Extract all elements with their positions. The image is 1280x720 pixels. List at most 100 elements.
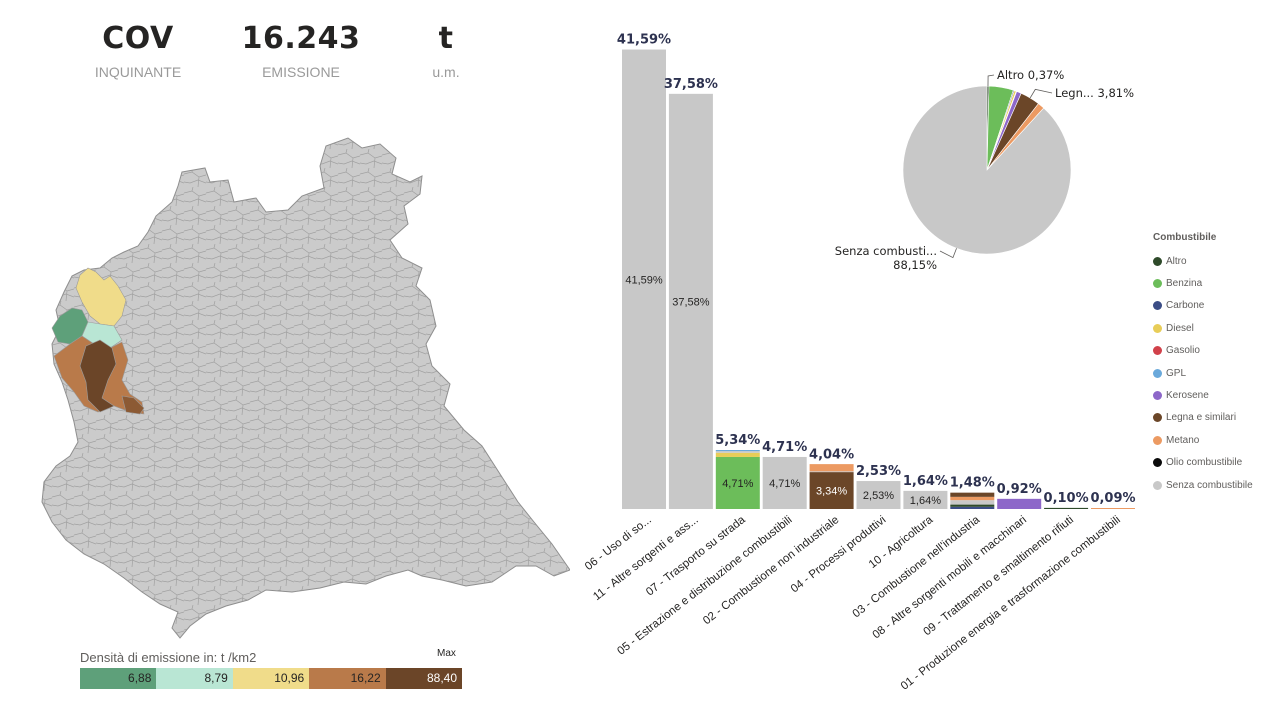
legend-label: Olio combustibile xyxy=(1166,457,1243,469)
bar-segment[interactable] xyxy=(809,471,854,473)
pie-leader-line xyxy=(1029,88,1053,99)
bar-segment[interactable] xyxy=(715,450,760,452)
bar-segment[interactable] xyxy=(950,506,995,509)
legend-item[interactable]: Benzina xyxy=(1153,272,1253,294)
bar-segment[interactable] xyxy=(950,492,995,497)
scale-bin-4: 16,22 xyxy=(309,668,386,689)
legend-item[interactable]: Olio combustibile xyxy=(1153,452,1253,474)
pie-annotation: Senza combusti... xyxy=(835,244,937,258)
category-label: 01 - Produzione energia e trasformazione… xyxy=(899,514,1123,693)
category-label: 04 - Processi produttivi xyxy=(789,514,889,595)
bar-segment[interactable] xyxy=(950,500,995,505)
bar-segment[interactable] xyxy=(950,504,995,507)
legend-swatch xyxy=(1153,458,1162,468)
kpi-value: 16.243 xyxy=(241,21,361,56)
bar-segment-label: 2,53% xyxy=(863,490,894,502)
kpi-value: t xyxy=(438,21,454,56)
scale-bin-5: 88,40 xyxy=(385,668,463,689)
kpi-label: u.m. xyxy=(432,64,460,80)
bar-total-label: 37,58% xyxy=(664,77,718,92)
map-legend-title: Densità di emissione in: t /km2 xyxy=(80,650,257,665)
bar-segment-label: 1,64% xyxy=(910,495,941,507)
bar-segment[interactable] xyxy=(715,456,760,509)
kpi-inquinante: COV INQUINANTE xyxy=(58,18,218,80)
bar-total-label: 0,92% xyxy=(997,482,1042,497)
legend-label: GPL xyxy=(1166,367,1187,379)
pie-slice[interactable] xyxy=(902,85,1072,255)
bar-total-label: 41,59% xyxy=(617,33,671,48)
bar-total-label: 5,34% xyxy=(715,433,760,448)
bar-segment[interactable] xyxy=(1091,508,1135,509)
legend-label: Legna e similari xyxy=(1166,412,1237,424)
legend-item[interactable]: Metano xyxy=(1153,429,1253,451)
legend-item[interactable]: Kerosene xyxy=(1153,384,1253,406)
pie-annotation: Altro 0,37% xyxy=(997,68,1064,82)
fuel-legend: Combustibile Altro Benzina Carbone Diesel Ga… xyxy=(1153,232,1253,496)
legend-label: Kerosene xyxy=(1166,390,1209,402)
map-area-diesel-band[interactable] xyxy=(75,267,127,327)
bar-segment[interactable] xyxy=(762,456,807,509)
bar-segment-label: 37,58% xyxy=(672,296,710,308)
legend-label: Diesel xyxy=(1166,322,1194,334)
bar-segment[interactable] xyxy=(622,49,666,510)
map-area-extra[interactable] xyxy=(121,395,145,415)
pie-leader-line xyxy=(939,248,957,259)
bar-segment-label: 3,34% xyxy=(816,486,847,498)
bar-segment[interactable] xyxy=(997,498,1042,509)
legend-label: Gasolio xyxy=(1166,345,1200,357)
legend-label: Metano xyxy=(1166,434,1200,446)
bar-total-label: 1,64% xyxy=(903,474,948,489)
bar-total-label: 4,04% xyxy=(809,447,854,462)
bar-total-label: 0,09% xyxy=(1090,491,1135,506)
legend-item[interactable]: Carbone xyxy=(1153,295,1253,317)
legend-swatch xyxy=(1153,323,1162,333)
legend-swatch xyxy=(1153,413,1162,423)
bar-segment[interactable] xyxy=(950,496,995,501)
bar-segment[interactable] xyxy=(856,481,901,509)
bar-segment[interactable] xyxy=(715,451,760,453)
legend-swatch xyxy=(1153,301,1162,311)
pie-annotation: Legn... 3,81% xyxy=(1055,86,1134,100)
scale-bin-1: 6,88 xyxy=(80,668,157,689)
bar-segment-label: 41,59% xyxy=(625,274,663,286)
region-map[interactable] xyxy=(30,130,570,645)
bar-segment[interactable] xyxy=(1044,507,1089,509)
legend-item[interactable]: Diesel xyxy=(1153,317,1253,339)
density-scale: 6,88 8,79 10,96 16,22 88,40 xyxy=(80,668,463,689)
kpi-emissione: 16.243 EMISSIONE xyxy=(221,18,381,80)
bar-segment[interactable] xyxy=(809,472,854,509)
bar-segment[interactable] xyxy=(715,452,760,457)
fuel-pie-chart: Altro 0,37% Legn... 3,81% Senza combusti..… xyxy=(835,68,1134,272)
legend-label: Carbone xyxy=(1166,300,1205,312)
legend-label: Altro xyxy=(1166,255,1187,267)
bar-total-label: 4,71% xyxy=(762,440,807,455)
bar-segment[interactable] xyxy=(809,464,854,472)
legend-item[interactable]: GPL xyxy=(1153,362,1253,384)
kpi-unita: t u.m. xyxy=(366,18,526,80)
category-label: 05 - Estrazione e distribuzione combusti… xyxy=(615,514,794,658)
pie-annotation-value: 88,15% xyxy=(893,258,937,272)
scale-bin-2: 8,79 xyxy=(156,668,233,689)
legend-label: Benzina xyxy=(1166,278,1203,290)
legend-swatch xyxy=(1153,480,1162,490)
legend-item[interactable]: Senza combustibile xyxy=(1153,474,1253,496)
legend-swatch xyxy=(1153,279,1162,289)
scale-bin-3: 10,96 xyxy=(232,668,310,689)
sector-bar-chart: 41,59%41,59%06 - Uso di so...37,58%37,58… xyxy=(583,33,1136,693)
legend-label: Senza combustibile xyxy=(1166,479,1253,491)
municipality-boundaries xyxy=(42,138,570,638)
bar-segment[interactable] xyxy=(668,93,713,509)
legend-item[interactable]: Gasolio xyxy=(1153,340,1253,362)
fuel-legend-title: Combustibile xyxy=(1153,232,1217,243)
legend-swatch xyxy=(1153,346,1162,356)
pie-leader-line xyxy=(987,74,995,87)
map-area-max-density[interactable] xyxy=(79,339,117,413)
bar-total-label: 0,10% xyxy=(1044,491,1089,506)
bar-total-label: 1,48% xyxy=(950,476,995,491)
legend-item[interactable]: Legna e similari xyxy=(1153,407,1253,429)
kpi-label: INQUINANTE xyxy=(94,64,182,80)
bar-segment-label: 4,71% xyxy=(722,478,753,490)
legend-item[interactable]: Altro xyxy=(1153,250,1253,272)
bar-segment[interactable] xyxy=(903,490,948,509)
legend-swatch xyxy=(1153,435,1162,445)
